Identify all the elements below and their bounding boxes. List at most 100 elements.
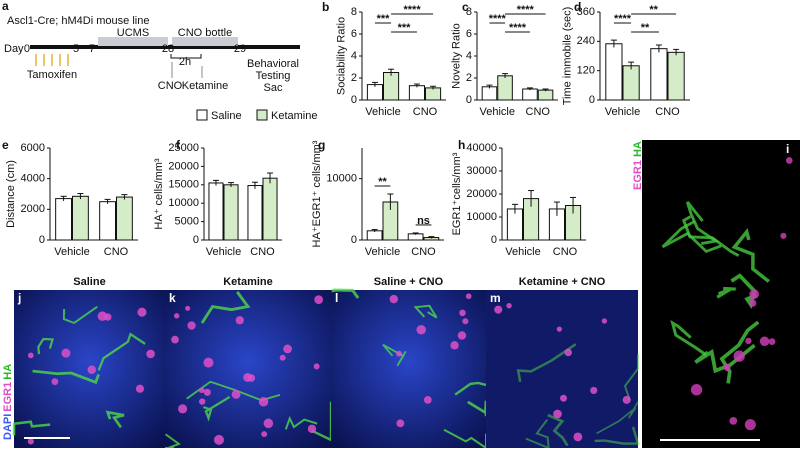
y-axis-label: Sociability Ratio	[336, 17, 348, 95]
x-tick-label: CNO	[413, 106, 438, 118]
y-axis-label: HA⁺ cells/mm³	[153, 158, 165, 230]
egr1-cell	[465, 293, 472, 300]
significance-label: ***	[398, 22, 412, 34]
significance-label: ns	[417, 215, 430, 227]
bar	[605, 43, 623, 101]
timeline-bar	[30, 45, 300, 49]
bar	[506, 208, 524, 241]
endpoint-label: Sac	[264, 82, 283, 94]
egr1-cell	[279, 354, 286, 361]
significance-label: ****	[489, 13, 507, 25]
stain-label: EGR1 HA	[632, 141, 644, 190]
egr1-cell	[97, 311, 108, 321]
stain-word: HA	[2, 364, 14, 380]
y-tick-label: 4000	[21, 173, 45, 185]
y-tick-label: 0	[589, 94, 595, 106]
panel-letter: f	[176, 138, 181, 152]
bar	[481, 86, 498, 101]
significance-label: ****	[403, 4, 421, 16]
ha-fiber	[284, 415, 318, 430]
day-label: Day	[4, 43, 24, 55]
egr1-cell	[416, 325, 426, 335]
x-tick-label: Vehicle	[365, 246, 400, 258]
egr1-cell	[146, 349, 155, 359]
panel-letter: g	[318, 138, 325, 152]
stain-word: EGR1	[2, 382, 14, 412]
x-tick-label: CNO	[411, 246, 436, 258]
ha-fiber	[12, 420, 51, 436]
egr1-cell	[733, 350, 745, 362]
legend-swatch	[256, 109, 268, 121]
significance-label: **	[649, 4, 658, 16]
ha-fiber	[596, 401, 639, 435]
day-tick: 29	[234, 43, 246, 55]
bar	[366, 84, 384, 101]
ha-fiber	[716, 286, 736, 299]
egr1-cell	[203, 388, 211, 396]
egr1-cell	[187, 321, 196, 330]
ha-fiber	[731, 228, 770, 283]
ha-fiber	[37, 337, 55, 355]
ha-fiber	[97, 332, 146, 371]
x-tick-label: Vehicle	[480, 106, 515, 118]
egr1-cell	[494, 305, 503, 314]
egr1-cell	[723, 363, 731, 371]
phase-box	[172, 37, 238, 46]
egr1-cell	[261, 431, 268, 438]
x-tick-label: CNO	[250, 246, 275, 258]
ha-fiber	[516, 343, 577, 383]
y-tick-label: 40000	[466, 142, 497, 154]
bar	[408, 85, 426, 101]
egr1-cell	[258, 396, 269, 407]
ha-fiber	[623, 354, 639, 401]
panel-letter: l	[335, 291, 338, 305]
ha-fiber	[661, 220, 722, 254]
ha-fiber	[186, 380, 281, 402]
y-tick-label: 2	[351, 72, 357, 84]
egr1-cell	[785, 157, 793, 164]
tamoxifen-arrows	[35, 54, 69, 66]
image-title: Ketamine	[223, 276, 273, 288]
x-tick-label: Vehicle	[365, 106, 400, 118]
egr1-cell	[203, 357, 214, 368]
y-tick-label: 360	[577, 6, 595, 18]
egr1-cell	[231, 389, 241, 399]
egr1-cell	[135, 384, 145, 393]
image-title: Ketamine + CNO	[519, 276, 606, 288]
egr1-cell	[450, 341, 459, 350]
bar	[383, 72, 400, 101]
ha-fiber	[200, 291, 251, 324]
ha-fiber	[547, 413, 569, 447]
egr1-cell	[214, 434, 224, 445]
x-tick-label: Vehicle	[54, 246, 89, 258]
bar	[537, 89, 554, 101]
egr1-cell	[87, 365, 96, 374]
egr1-cell	[314, 295, 324, 305]
panel-letter: j	[17, 291, 21, 305]
egr1-cell	[198, 398, 206, 405]
treatment-label: Ketamine	[182, 80, 228, 92]
egr1-cell	[556, 326, 562, 332]
micrograph	[331, 290, 486, 448]
micrograph	[165, 290, 331, 448]
legend-swatch	[196, 109, 208, 121]
egr1-cell	[459, 309, 466, 317]
y-tick-label: 2000	[21, 203, 45, 215]
y-tick-label: 10000	[168, 197, 199, 209]
x-tick-label: Vehicle	[206, 246, 241, 258]
micrograph-texture	[661, 157, 793, 431]
panel-letter: i	[786, 142, 789, 156]
y-tick-label: 5000	[175, 216, 199, 228]
interval-bracket	[170, 54, 202, 59]
treatment-label: CNO	[158, 80, 183, 92]
y-tick-label: 0	[351, 94, 357, 106]
bar	[72, 195, 89, 241]
endpoint-label: Behavioral	[247, 58, 299, 70]
treatment-label: Tamoxifen	[27, 69, 77, 81]
bar	[366, 230, 383, 241]
ha-fiber	[719, 320, 760, 384]
stain-word: HA	[632, 141, 644, 157]
ha-fiber	[454, 381, 487, 396]
y-axis-label: EGR1⁺cells/mm³	[451, 152, 463, 235]
